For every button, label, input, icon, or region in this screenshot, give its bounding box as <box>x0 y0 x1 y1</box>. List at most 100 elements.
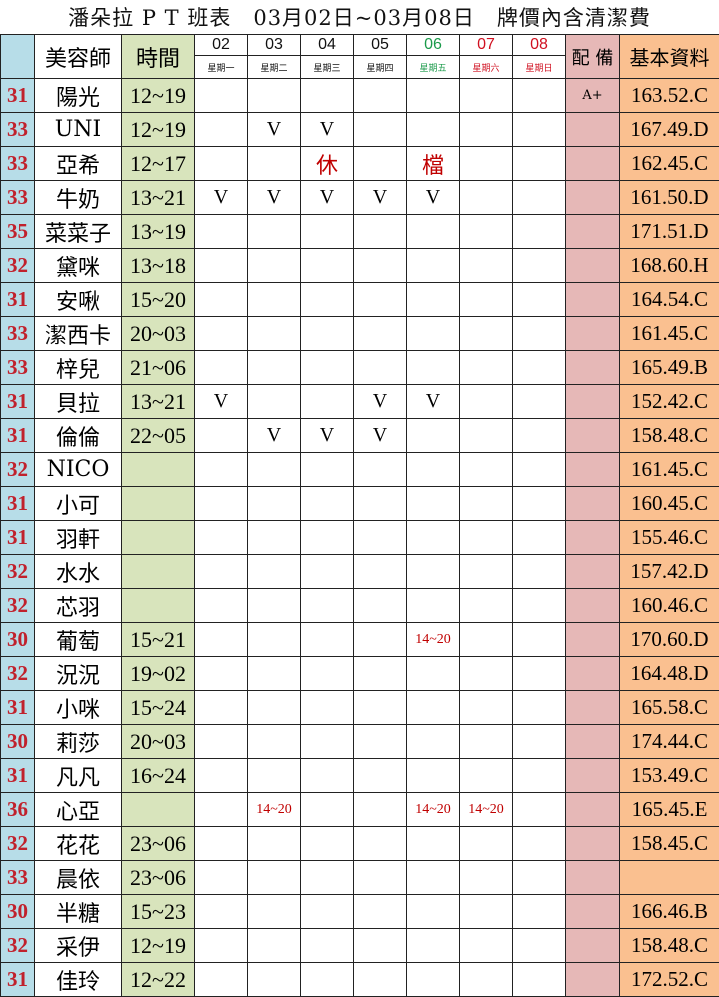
header-weekday: 星期五 <box>407 56 460 79</box>
day-cell <box>354 623 407 657</box>
row-name: 佳玲 <box>35 963 122 997</box>
row-time: 22~05 <box>122 419 195 453</box>
day-cell <box>513 895 566 929</box>
day-cell <box>195 215 248 249</box>
day-cell <box>248 623 301 657</box>
row-name: 芯羽 <box>35 589 122 623</box>
day-cell <box>513 317 566 351</box>
day-cell <box>301 79 354 113</box>
header-equip: 配 備 <box>566 35 620 79</box>
row-number: 35 <box>1 215 35 249</box>
row-time: 15~23 <box>122 895 195 929</box>
table-row: 35 菜菜子 13~19 171.51.D <box>1 215 719 249</box>
day-cell <box>248 351 301 385</box>
day-cell <box>513 861 566 895</box>
day-cell <box>354 555 407 589</box>
day-cell: 14~20 <box>460 793 513 827</box>
day-cell <box>513 827 566 861</box>
row-number: 32 <box>1 555 35 589</box>
row-info: 163.52.C <box>620 79 719 113</box>
day-cell <box>513 419 566 453</box>
day-cell <box>407 249 460 283</box>
day-cell <box>248 759 301 793</box>
day-cell <box>301 215 354 249</box>
row-name: 牛奶 <box>35 181 122 215</box>
row-time <box>122 589 195 623</box>
day-cell: V <box>195 385 248 419</box>
day-cell <box>513 691 566 725</box>
row-info: 171.51.D <box>620 215 719 249</box>
row-time <box>122 521 195 555</box>
day-cell <box>301 963 354 997</box>
row-time: 12~19 <box>122 929 195 963</box>
day-cell <box>513 521 566 555</box>
row-equip <box>566 521 620 555</box>
header-weekday: 星期六 <box>460 56 513 79</box>
day-cell <box>301 793 354 827</box>
day-cell <box>195 113 248 147</box>
day-cell <box>248 589 301 623</box>
day-cell <box>354 79 407 113</box>
row-info: 152.42.C <box>620 385 719 419</box>
day-cell <box>460 147 513 181</box>
header-weekday: 星期日 <box>513 56 566 79</box>
day-cell <box>354 793 407 827</box>
day-cell <box>354 929 407 963</box>
table-row: 33 晨依 23~06 <box>1 861 719 895</box>
row-time: 19~02 <box>122 657 195 691</box>
day-cell <box>301 521 354 555</box>
table-row: 32 采伊 12~19 158.48.C <box>1 929 719 963</box>
header-date: 07 <box>460 35 513 56</box>
row-info <box>620 861 719 895</box>
row-info: 172.52.C <box>620 963 719 997</box>
row-info: 155.46.C <box>620 521 719 555</box>
row-number: 31 <box>1 521 35 555</box>
row-name: 黛咪 <box>35 249 122 283</box>
row-info: 158.48.C <box>620 419 719 453</box>
day-cell <box>301 487 354 521</box>
row-info: 166.46.B <box>620 895 719 929</box>
day-cell <box>195 861 248 895</box>
header-date: 03 <box>248 35 301 56</box>
day-cell <box>407 725 460 759</box>
day-cell <box>195 521 248 555</box>
row-time: 21~06 <box>122 351 195 385</box>
header-number <box>1 35 35 79</box>
table-row: 30 莉莎 20~03 174.44.C <box>1 725 719 759</box>
row-name: 潔西卡 <box>35 317 122 351</box>
header-weekday: 星期三 <box>301 56 354 79</box>
day-cell <box>460 283 513 317</box>
row-info: 161.50.D <box>620 181 719 215</box>
row-info: 161.45.C <box>620 453 719 487</box>
day-cell <box>248 963 301 997</box>
row-equip <box>566 929 620 963</box>
header-date: 08 <box>513 35 566 56</box>
day-cell <box>513 283 566 317</box>
day-cell <box>354 113 407 147</box>
table-row: 31 小可 160.45.C <box>1 487 719 521</box>
row-equip <box>566 759 620 793</box>
row-equip <box>566 793 620 827</box>
row-equip <box>566 487 620 521</box>
row-equip <box>566 181 620 215</box>
day-cell <box>248 657 301 691</box>
day-cell <box>195 691 248 725</box>
day-cell <box>513 589 566 623</box>
day-cell <box>513 181 566 215</box>
row-name: 采伊 <box>35 929 122 963</box>
header-time: 時間 <box>122 35 195 79</box>
row-time: 20~03 <box>122 317 195 351</box>
day-cell <box>407 861 460 895</box>
row-name: 貝拉 <box>35 385 122 419</box>
day-cell <box>195 555 248 589</box>
row-time <box>122 793 195 827</box>
day-cell <box>354 589 407 623</box>
row-number: 31 <box>1 487 35 521</box>
row-number: 33 <box>1 351 35 385</box>
day-cell <box>195 589 248 623</box>
row-number: 33 <box>1 147 35 181</box>
day-cell <box>195 419 248 453</box>
row-name: 葡萄 <box>35 623 122 657</box>
day-cell <box>354 895 407 929</box>
